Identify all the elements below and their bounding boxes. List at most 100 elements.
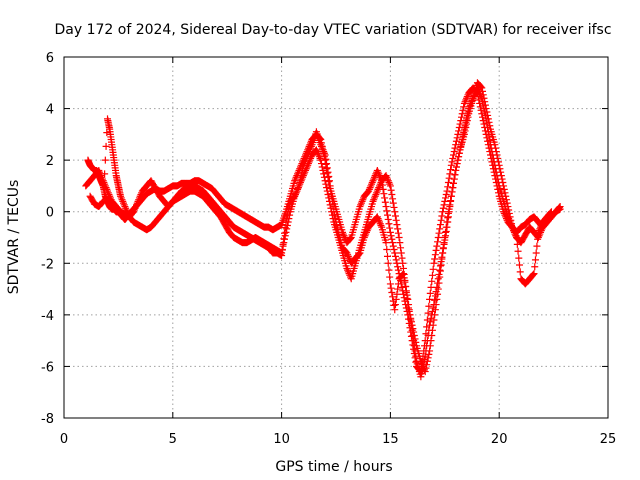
data-point bbox=[137, 191, 145, 199]
data-point bbox=[99, 197, 107, 205]
data-point bbox=[515, 254, 523, 262]
data-point bbox=[432, 246, 440, 254]
data-point bbox=[391, 249, 399, 257]
data-point bbox=[394, 285, 402, 293]
data-point bbox=[392, 256, 400, 264]
data-point bbox=[478, 84, 486, 92]
data-point bbox=[282, 218, 290, 226]
data-point bbox=[305, 148, 313, 156]
data-point bbox=[436, 262, 444, 270]
data-point bbox=[300, 160, 308, 168]
data-point bbox=[434, 275, 442, 283]
data-point bbox=[509, 225, 517, 233]
data-point bbox=[497, 168, 505, 176]
data-point bbox=[106, 194, 114, 202]
data-point bbox=[344, 251, 352, 259]
data-point bbox=[299, 161, 307, 169]
data-point bbox=[374, 185, 382, 193]
data-point bbox=[313, 148, 321, 156]
data-point bbox=[386, 273, 394, 281]
data-point bbox=[433, 283, 441, 291]
data-point bbox=[301, 158, 309, 166]
data-point bbox=[282, 228, 290, 236]
data-point bbox=[315, 153, 323, 161]
data-point bbox=[386, 180, 394, 188]
data-point bbox=[406, 311, 414, 319]
data-point bbox=[494, 158, 502, 166]
data-point bbox=[393, 290, 401, 298]
axis-ticks: 0 5 10 15 20 25 -8 -6 -4 -2 0 2 4 6 bbox=[41, 51, 616, 447]
data-point bbox=[452, 137, 460, 145]
data-point bbox=[426, 318, 434, 326]
data-point bbox=[450, 179, 458, 187]
data-point bbox=[373, 187, 381, 195]
data-point bbox=[450, 151, 458, 159]
y-tick-label: -6 bbox=[41, 360, 54, 375]
data-point bbox=[299, 165, 307, 173]
data-point bbox=[461, 127, 469, 135]
data-point bbox=[511, 230, 519, 238]
data-point bbox=[532, 249, 540, 257]
data-point bbox=[389, 195, 397, 203]
data-point bbox=[507, 216, 515, 224]
data-point bbox=[298, 168, 306, 176]
data-point bbox=[445, 208, 453, 216]
data-point bbox=[376, 172, 384, 180]
data-point bbox=[356, 203, 364, 211]
x-tick-label: 20 bbox=[491, 432, 508, 447]
data-point bbox=[384, 177, 392, 185]
data-point bbox=[442, 227, 450, 235]
data-point bbox=[98, 199, 106, 207]
data-point bbox=[322, 155, 330, 163]
data-point bbox=[362, 228, 370, 236]
data-point bbox=[120, 201, 128, 209]
data-point bbox=[392, 216, 400, 224]
data-point bbox=[389, 242, 397, 250]
data-point bbox=[531, 256, 539, 264]
data-point bbox=[408, 326, 416, 334]
data-point bbox=[382, 172, 390, 180]
data-point bbox=[304, 149, 312, 157]
data-point bbox=[322, 180, 330, 188]
data-point bbox=[385, 266, 393, 274]
data-point bbox=[294, 170, 302, 178]
data-point bbox=[104, 189, 112, 197]
data-point bbox=[323, 164, 331, 172]
data-point bbox=[97, 172, 105, 180]
data-point bbox=[375, 216, 383, 224]
data-point bbox=[391, 208, 399, 216]
data-point bbox=[344, 252, 352, 260]
data-point bbox=[452, 166, 460, 174]
y-axis-label: SDTVAR / TECUs bbox=[6, 180, 22, 295]
data-point bbox=[454, 156, 462, 164]
data-point bbox=[529, 270, 537, 278]
data-point bbox=[438, 253, 446, 261]
data-point bbox=[326, 182, 334, 190]
data-point bbox=[407, 321, 415, 329]
data-point bbox=[431, 255, 439, 263]
data-point bbox=[388, 235, 396, 243]
data-point bbox=[325, 172, 333, 180]
data-point bbox=[328, 197, 336, 205]
x-tick-label: 15 bbox=[382, 432, 399, 447]
data-point bbox=[388, 289, 396, 297]
data-point bbox=[283, 215, 291, 223]
data-point bbox=[294, 185, 302, 193]
x-tick-label: 10 bbox=[273, 432, 290, 447]
data-point bbox=[386, 280, 394, 288]
data-point bbox=[130, 208, 138, 216]
data-point bbox=[324, 168, 332, 176]
data-point bbox=[505, 206, 513, 214]
data-point bbox=[497, 172, 505, 180]
data-point bbox=[495, 161, 503, 169]
data-point bbox=[295, 182, 303, 190]
data-point bbox=[303, 153, 311, 161]
data-point bbox=[420, 356, 428, 364]
data-point bbox=[442, 194, 450, 202]
data-point bbox=[386, 182, 394, 190]
data-point bbox=[435, 270, 443, 278]
data-point bbox=[135, 196, 143, 204]
data-point bbox=[397, 244, 405, 252]
data-point bbox=[441, 236, 449, 244]
